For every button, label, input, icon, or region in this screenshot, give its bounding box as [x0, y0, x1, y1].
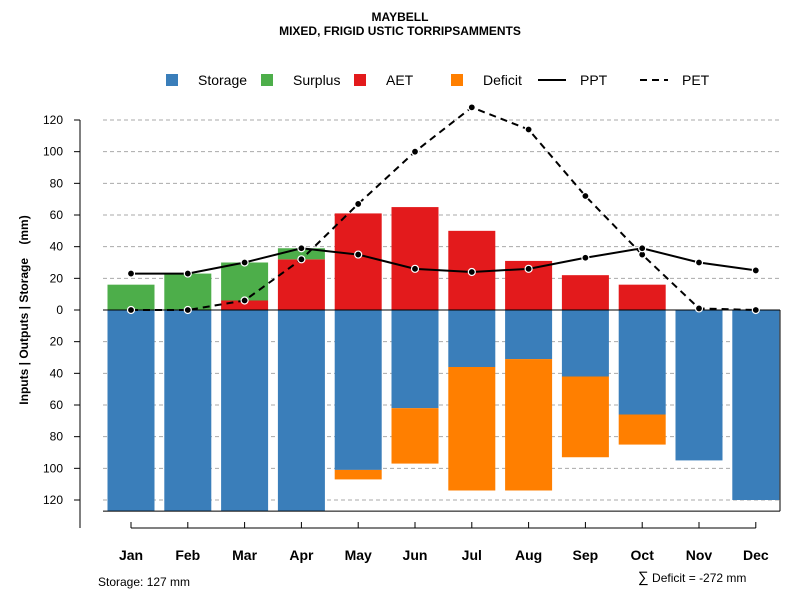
- x-tick-label: Jan: [119, 547, 143, 563]
- x-tick-label: Feb: [175, 547, 200, 563]
- storage-bar: [505, 310, 553, 360]
- deficit-bar: [505, 359, 553, 491]
- x-tick-label: Sep: [573, 547, 599, 563]
- deficit-bar: [334, 469, 382, 480]
- storage-bar: [448, 310, 496, 367]
- y-tick-label: 0: [56, 303, 63, 317]
- ppt-point: [638, 244, 647, 253]
- y-tick-label: 100: [43, 461, 63, 475]
- legend-label: Storage: [198, 72, 247, 88]
- surplus-bar: [277, 248, 325, 260]
- storage-bar: [107, 310, 155, 512]
- surplus-bar: [221, 262, 269, 301]
- legend-swatch: [261, 74, 273, 86]
- legend-label: Deficit: [483, 72, 522, 88]
- storage-bar: [618, 310, 666, 415]
- deficit-bar: [448, 366, 496, 491]
- legend-label: AET: [386, 72, 414, 88]
- x-tick-label: Oct: [631, 547, 655, 563]
- deficit-footnote-text: Deficit = -272 mm: [652, 571, 747, 585]
- pet-point: [524, 125, 533, 134]
- x-tick-label: Mar: [232, 547, 257, 563]
- y-tick-label: 120: [43, 113, 63, 127]
- sum-symbol: ∑: [638, 569, 649, 586]
- aet-bar: [561, 275, 609, 310]
- ppt-point: [524, 264, 533, 273]
- ppt-point: [126, 269, 136, 278]
- deficit-bar: [391, 408, 439, 464]
- legend-swatch: [451, 74, 463, 86]
- storage-bar: [561, 310, 609, 377]
- legend-label: PET: [682, 72, 710, 88]
- ppt-point: [694, 258, 704, 267]
- ppt-point: [183, 269, 192, 278]
- x-tick-label: Dec: [743, 547, 769, 563]
- storage-bar: [675, 310, 723, 461]
- pet-point: [240, 296, 249, 305]
- ppt-point: [467, 267, 476, 277]
- pet-point: [581, 191, 590, 201]
- storage-bar: [277, 310, 325, 512]
- y-axis-label: Inputs | Outputs | Storage (mm): [17, 215, 31, 404]
- y-tick-label: 40: [50, 366, 64, 380]
- aet-bar: [221, 300, 269, 310]
- y-tick-label: 80: [50, 176, 64, 190]
- pet-point: [410, 147, 420, 156]
- pet-point: [751, 305, 760, 315]
- storage-footnote: Storage: 127 mm: [98, 575, 191, 589]
- y-tick-label: 100: [43, 145, 63, 159]
- chart-subtitle: MIXED, FRIGID USTIC TORRIPSAMMENTS: [279, 24, 521, 38]
- pet-line: [131, 106, 756, 311]
- y-tick-label: 20: [50, 271, 64, 285]
- aet-bar: [391, 207, 439, 310]
- storage-bar: [391, 310, 439, 409]
- x-tick-label: Apr: [289, 547, 314, 563]
- y-tick-label: 60: [50, 208, 64, 222]
- legend-swatch: [354, 74, 366, 86]
- y-tick-label: 80: [50, 430, 64, 444]
- aet-bar: [334, 213, 382, 310]
- surplus-bar: [164, 273, 212, 310]
- storage-bar: [732, 310, 780, 500]
- x-tick-label: Jul: [462, 547, 482, 563]
- pet-point: [354, 199, 363, 209]
- ppt-point: [354, 250, 363, 259]
- storage-bar: [164, 310, 212, 512]
- deficit-bar: [618, 414, 666, 445]
- storage-bar: [221, 310, 269, 512]
- deficit-footnote: ∑ Deficit = -272 mm: [638, 569, 746, 586]
- storage-bar: [334, 310, 382, 470]
- ppt-point: [581, 253, 590, 262]
- pet-point: [467, 103, 476, 112]
- x-tick-label: Aug: [515, 547, 542, 563]
- pet-point: [183, 305, 192, 315]
- ppt-point: [410, 264, 420, 273]
- y-tick-label: 20: [50, 335, 64, 349]
- ppt-point: [240, 258, 249, 267]
- y-tick-label: 40: [50, 240, 64, 254]
- ppt-point: [297, 244, 306, 253]
- chart-title: MAYBELL: [371, 10, 429, 24]
- x-tick-label: May: [345, 547, 372, 563]
- legend-label: PPT: [580, 72, 608, 88]
- x-tick-label: Nov: [686, 547, 713, 563]
- y-tick-label: 60: [50, 398, 64, 412]
- pet-point: [126, 305, 136, 315]
- ppt-line: [131, 247, 756, 275]
- aet-bar: [277, 259, 325, 310]
- y-tick-label: 120: [43, 493, 63, 507]
- ppt-point: [751, 266, 760, 275]
- legend-label: Surplus: [293, 72, 340, 88]
- legend-swatch: [166, 74, 178, 86]
- pet-point: [297, 255, 306, 264]
- aet-bar: [618, 284, 666, 310]
- deficit-bar: [561, 376, 609, 458]
- x-tick-label: Jun: [403, 547, 428, 563]
- surplus-bar: [107, 284, 155, 310]
- pet-point: [694, 304, 704, 313]
